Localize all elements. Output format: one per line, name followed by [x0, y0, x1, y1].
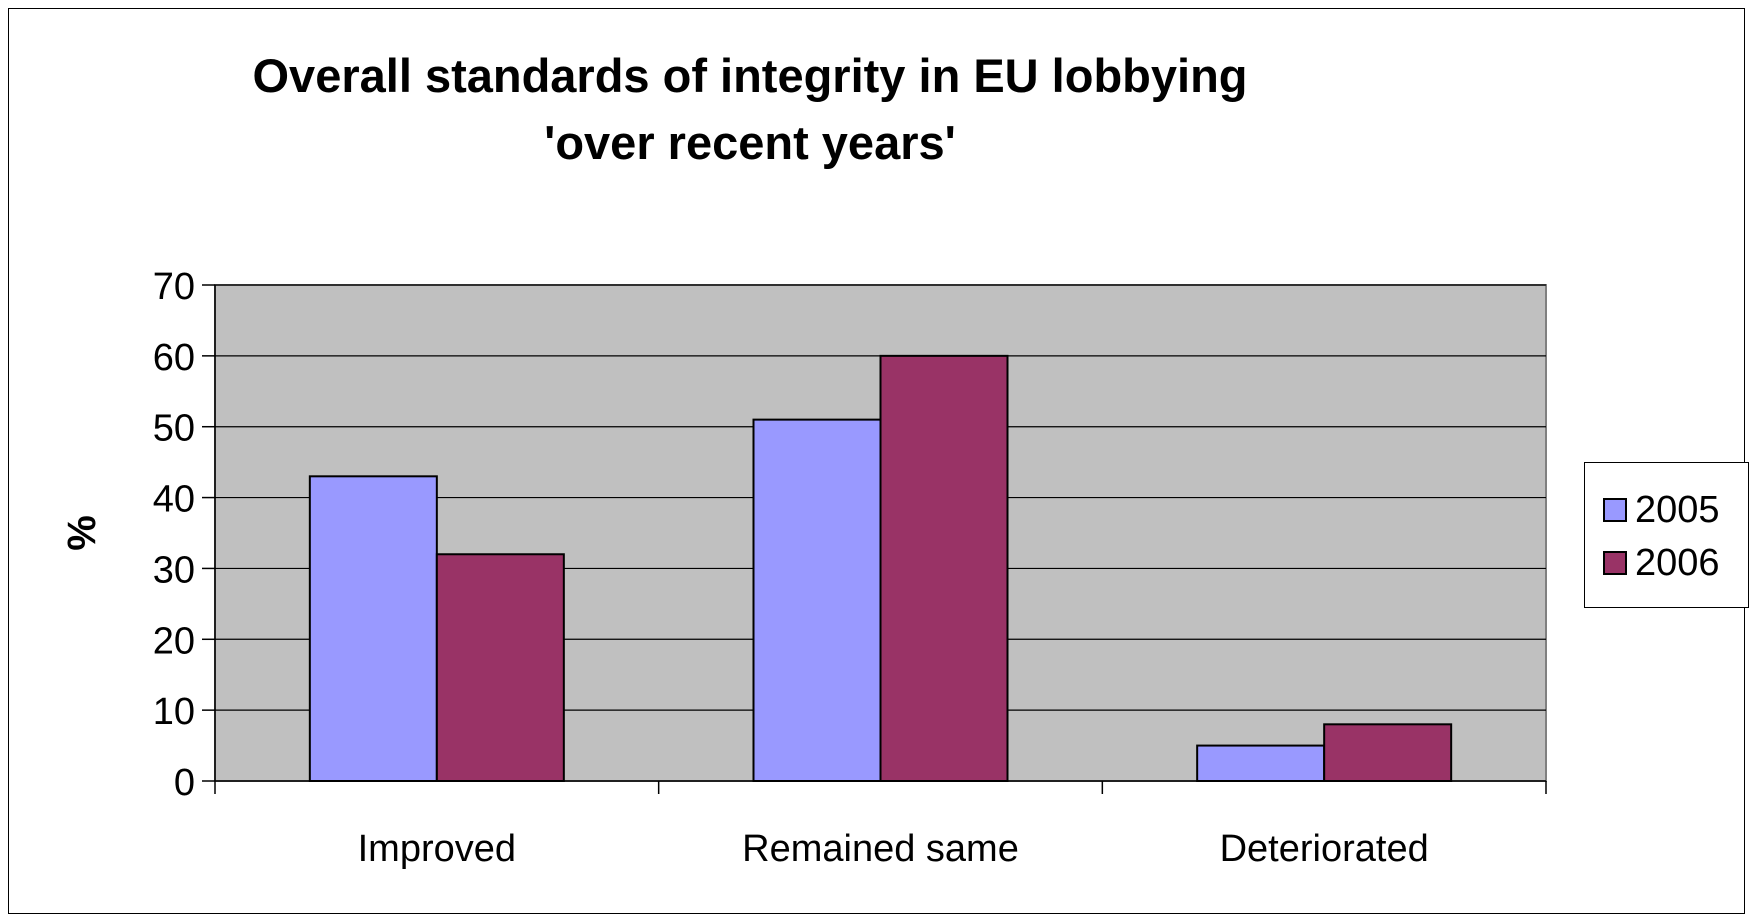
y-axis-label: %: [60, 515, 104, 551]
legend-item-2005: 2005: [1603, 485, 1720, 535]
chart-title: Overall standards of integrity in EU lob…: [252, 49, 1248, 169]
y-tick-label: 60: [153, 337, 195, 379]
bar-2006-deteriorated: [1323, 723, 1453, 782]
x-tick-label: Remained same: [742, 828, 1019, 870]
y-tick-label: 10: [153, 691, 195, 733]
y-tick-label: 0: [174, 762, 195, 804]
legend-label-2006: 2006: [1635, 541, 1720, 584]
legend: 2005 2006: [1584, 462, 1749, 608]
x-tick-label: Improved: [358, 828, 516, 870]
legend-label-2005: 2005: [1635, 488, 1720, 531]
y-tick-label: 50: [153, 408, 195, 450]
bar-2005-remained-same: [752, 418, 882, 782]
y-tick-label: 70: [153, 266, 195, 308]
y-tick-label: 30: [153, 549, 195, 591]
y-tick-label: 40: [153, 479, 195, 521]
legend-swatch-2006: [1603, 551, 1627, 575]
bar-2006-improved: [435, 553, 565, 782]
bar-2005-deteriorated: [1196, 744, 1326, 782]
x-tick-label: Deteriorated: [1220, 828, 1429, 870]
legend-swatch-2005: [1603, 498, 1627, 522]
bar-2005-improved: [308, 475, 438, 782]
legend-item-2006: 2006: [1603, 538, 1720, 588]
y-tick-label: 20: [153, 620, 195, 662]
bar-2006-remained-same: [879, 354, 1009, 782]
